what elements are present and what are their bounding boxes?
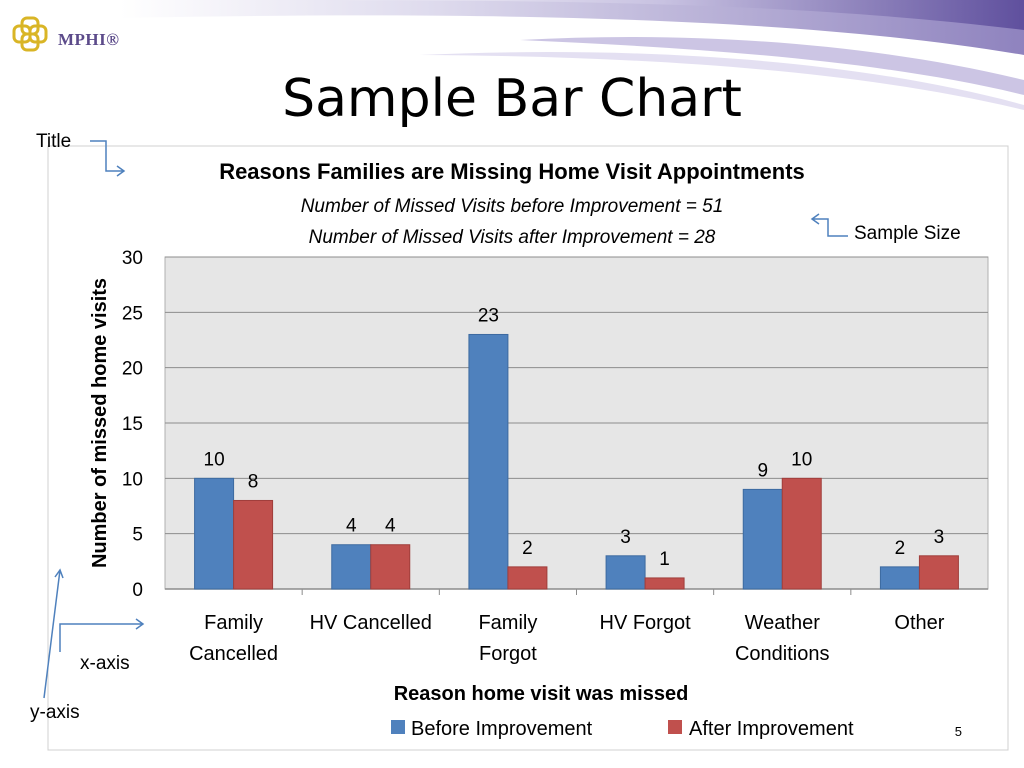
header-swoosh-decoration bbox=[12, 0, 1024, 110]
x-category-label: Conditions bbox=[735, 643, 830, 665]
data-label: 1 bbox=[659, 549, 670, 570]
x-category-label: Other bbox=[894, 612, 944, 634]
bar-before bbox=[605, 555, 646, 590]
data-label: 2 bbox=[522, 538, 533, 559]
legend-swatch-after bbox=[668, 720, 682, 734]
x-axis-categories: Family Cancelled HV Cancelled Family Forgot H… bbox=[189, 612, 945, 665]
logo-text: MPHI® bbox=[58, 30, 120, 49]
chart-subtitle-after: Number of Missed Visits after Improvemen… bbox=[309, 227, 716, 248]
legend-label-after: After Improvement bbox=[689, 718, 854, 740]
annotation-sample-size-arrow bbox=[810, 213, 848, 237]
data-label: 2 bbox=[895, 538, 906, 559]
data-label: 4 bbox=[346, 516, 357, 537]
bar-after bbox=[233, 499, 274, 590]
chart-subtitle-before: Number of Missed Visits before Improveme… bbox=[301, 196, 724, 217]
annotation-x-axis: x-axis bbox=[80, 653, 130, 674]
bar-before bbox=[742, 488, 783, 590]
x-category-label: Family bbox=[204, 612, 263, 634]
x-category-label: Cancelled bbox=[189, 643, 278, 665]
x-category-label: Family bbox=[478, 612, 537, 634]
gridlines bbox=[165, 256, 988, 595]
annotation-title: Title bbox=[36, 131, 71, 152]
bar-after bbox=[781, 477, 822, 590]
annotation-sample-size: Sample Size bbox=[854, 223, 961, 244]
legend-label-before: Before Improvement bbox=[411, 718, 593, 740]
data-label: 23 bbox=[478, 305, 499, 326]
x-category-label: HV Cancelled bbox=[310, 612, 432, 634]
y-tick-label: 5 bbox=[132, 525, 143, 546]
data-label: 10 bbox=[204, 449, 225, 470]
annotation-y-axis: y-axis bbox=[30, 702, 80, 723]
x-category-label: HV Forgot bbox=[600, 612, 692, 634]
bar-before bbox=[468, 333, 509, 590]
bar-before bbox=[331, 544, 372, 590]
data-label: 4 bbox=[385, 516, 396, 537]
legend: Before Improvement After Improvement bbox=[391, 718, 854, 740]
bar-after bbox=[370, 544, 411, 590]
y-axis-ticks: 0 5 10 15 20 25 30 bbox=[122, 248, 143, 601]
y-tick-label: 10 bbox=[122, 469, 143, 490]
data-label: 9 bbox=[757, 460, 768, 481]
y-tick-label: 15 bbox=[122, 414, 143, 435]
page-number: 5 bbox=[954, 724, 962, 739]
data-label: 8 bbox=[248, 471, 259, 492]
x-category-label: Forgot bbox=[479, 643, 537, 665]
data-label: 3 bbox=[934, 527, 945, 548]
x-category-label: Weather bbox=[745, 612, 821, 634]
y-tick-label: 30 bbox=[122, 248, 143, 269]
logo-knot-icon bbox=[12, 16, 48, 52]
y-tick-label: 0 bbox=[132, 580, 143, 601]
annotation-y-axis-arrow bbox=[43, 568, 64, 699]
bar-after bbox=[644, 577, 685, 590]
bar-before bbox=[879, 566, 920, 590]
bar-after bbox=[918, 555, 959, 590]
chart-title: Reasons Families are Missing Home Visit … bbox=[219, 159, 805, 184]
y-tick-label: 25 bbox=[122, 303, 143, 324]
y-axis-label: Number of missed home visits bbox=[89, 278, 111, 568]
x-axis-label: Reason home visit was missed bbox=[394, 683, 689, 705]
legend-swatch-before bbox=[391, 720, 405, 734]
data-label: 3 bbox=[620, 527, 631, 548]
y-tick-label: 20 bbox=[122, 359, 143, 380]
bar-after bbox=[507, 566, 548, 590]
slide-title: Sample Bar Chart bbox=[282, 69, 742, 129]
annotation-x-axis-arrow bbox=[59, 618, 145, 652]
annotation-title-arrow bbox=[90, 140, 126, 177]
bar-before bbox=[194, 477, 235, 590]
data-label: 10 bbox=[791, 449, 812, 470]
